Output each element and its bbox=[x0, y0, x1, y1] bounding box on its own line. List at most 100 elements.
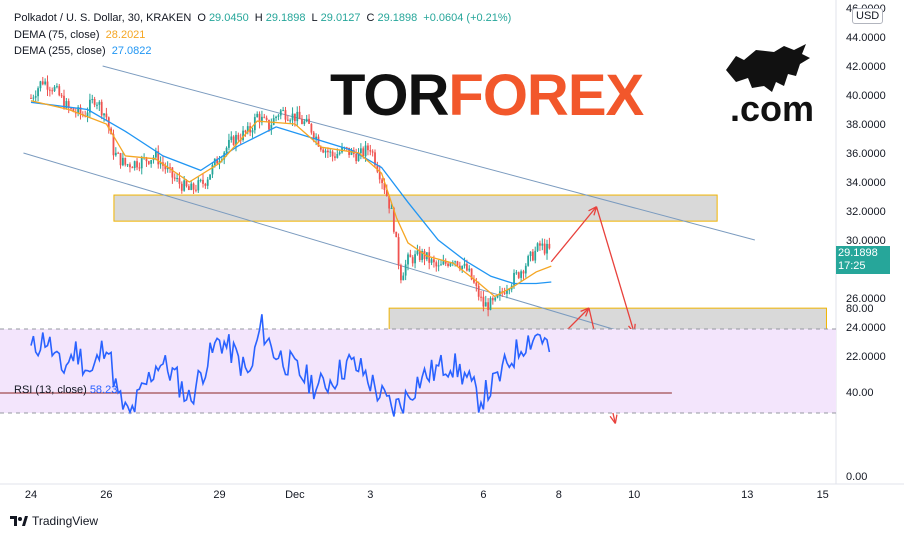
candle-body bbox=[362, 148, 365, 157]
channel-upper-line bbox=[102, 65, 755, 241]
candle-body bbox=[395, 231, 398, 238]
time-tick-label: 26 bbox=[100, 489, 112, 501]
candle-body bbox=[508, 289, 511, 291]
candle-body bbox=[237, 134, 240, 140]
open-value: 29.0450 bbox=[208, 12, 249, 24]
trend-channel bbox=[23, 65, 755, 345]
candle-body bbox=[140, 158, 143, 169]
price-tick-label: 34.0000 bbox=[846, 177, 886, 189]
candle-body bbox=[77, 107, 80, 114]
candle-body bbox=[244, 130, 247, 133]
dema255-line bbox=[30, 101, 552, 285]
dema255-legend: DEMA (255, close) 27.0822 bbox=[14, 45, 152, 57]
candle-body bbox=[178, 178, 181, 184]
candle-body bbox=[331, 151, 334, 157]
candle-body bbox=[444, 261, 447, 264]
candle-body bbox=[282, 110, 285, 112]
candle-body bbox=[30, 97, 32, 99]
candle-body bbox=[67, 101, 70, 109]
time-tick-label: 8 bbox=[556, 489, 562, 501]
price-forecast-arrow-segment bbox=[550, 206, 598, 263]
price-tick-label: 36.0000 bbox=[846, 148, 886, 160]
candle-body bbox=[315, 136, 318, 139]
dema75-legend: DEMA (75, close) 28.2021 bbox=[14, 29, 146, 41]
candle-body bbox=[294, 113, 296, 122]
candle-body bbox=[79, 107, 82, 115]
candle-body bbox=[418, 250, 421, 261]
candle-body bbox=[329, 151, 332, 153]
close-value: 29.1898 bbox=[377, 12, 418, 24]
candle-body bbox=[91, 99, 94, 101]
candle-body bbox=[534, 250, 537, 261]
price-tick-label: 30.0000 bbox=[846, 235, 886, 247]
candle-body bbox=[133, 161, 136, 168]
candle-body bbox=[369, 150, 372, 152]
price-tick-label: 40.0000 bbox=[846, 90, 886, 102]
price-tick-label: 44.0000 bbox=[846, 32, 886, 44]
candle-body bbox=[524, 265, 527, 274]
candle-body bbox=[416, 250, 419, 255]
candle-body bbox=[246, 126, 249, 133]
candle-body bbox=[112, 134, 115, 156]
candle-body bbox=[338, 152, 341, 154]
candle-body bbox=[190, 183, 193, 190]
candle-body bbox=[411, 257, 414, 264]
candle-body bbox=[305, 118, 308, 122]
candle-body bbox=[53, 86, 56, 91]
candle-body bbox=[86, 112, 89, 117]
candle-body bbox=[529, 251, 532, 257]
candle-body bbox=[400, 265, 402, 281]
candle-body bbox=[44, 81, 47, 85]
candle-body bbox=[430, 259, 433, 263]
candle-body bbox=[456, 261, 459, 266]
candle-body bbox=[489, 298, 492, 310]
currency-tag[interactable]: USD bbox=[852, 8, 884, 24]
time-tick-label: 13 bbox=[741, 489, 753, 501]
candle-body bbox=[367, 145, 369, 151]
dema-lines bbox=[30, 100, 552, 298]
candle-body bbox=[48, 89, 51, 91]
dema75-value: 28.2021 bbox=[105, 29, 146, 41]
candle-body bbox=[433, 259, 435, 263]
candle-body bbox=[183, 180, 186, 191]
candle-body bbox=[176, 178, 178, 180]
rsi-pane bbox=[0, 314, 836, 417]
candle-body bbox=[381, 179, 383, 184]
candle-body bbox=[216, 158, 219, 164]
candle-body bbox=[407, 254, 409, 265]
candle-body bbox=[117, 152, 120, 154]
candle-body bbox=[263, 116, 266, 118]
candle-body bbox=[100, 101, 103, 116]
candle-body bbox=[336, 153, 339, 158]
candle-body bbox=[487, 302, 490, 310]
candle-body bbox=[147, 161, 150, 164]
candle-body bbox=[291, 113, 294, 121]
candle-body bbox=[541, 243, 544, 246]
candle-body bbox=[371, 151, 374, 153]
dema75-line bbox=[30, 100, 552, 298]
candle-body bbox=[265, 117, 268, 120]
candle-body bbox=[275, 116, 277, 119]
candle-body bbox=[477, 285, 480, 297]
candle-body bbox=[517, 272, 520, 278]
candle-body bbox=[277, 115, 280, 117]
candle-body bbox=[211, 164, 214, 175]
price-tick-label: 38.0000 bbox=[846, 119, 886, 131]
candle-body bbox=[232, 136, 235, 145]
candle-body bbox=[37, 88, 39, 97]
rsi-tick-label: 0.00 bbox=[846, 471, 867, 483]
rsi-band bbox=[0, 329, 836, 413]
candle-body bbox=[192, 183, 195, 190]
candle-body bbox=[235, 134, 237, 145]
candle-body bbox=[536, 243, 539, 251]
candle-body bbox=[414, 254, 416, 264]
candle-body bbox=[251, 130, 254, 133]
price-forecast-arrow-segment bbox=[595, 206, 635, 333]
candle-body bbox=[310, 123, 313, 133]
candle-body bbox=[520, 271, 522, 278]
price-tick-label: 32.0000 bbox=[846, 206, 886, 218]
candle-body bbox=[256, 113, 259, 118]
tradingview-branding[interactable]: TradingView bbox=[10, 514, 98, 528]
candle-body bbox=[126, 164, 129, 166]
